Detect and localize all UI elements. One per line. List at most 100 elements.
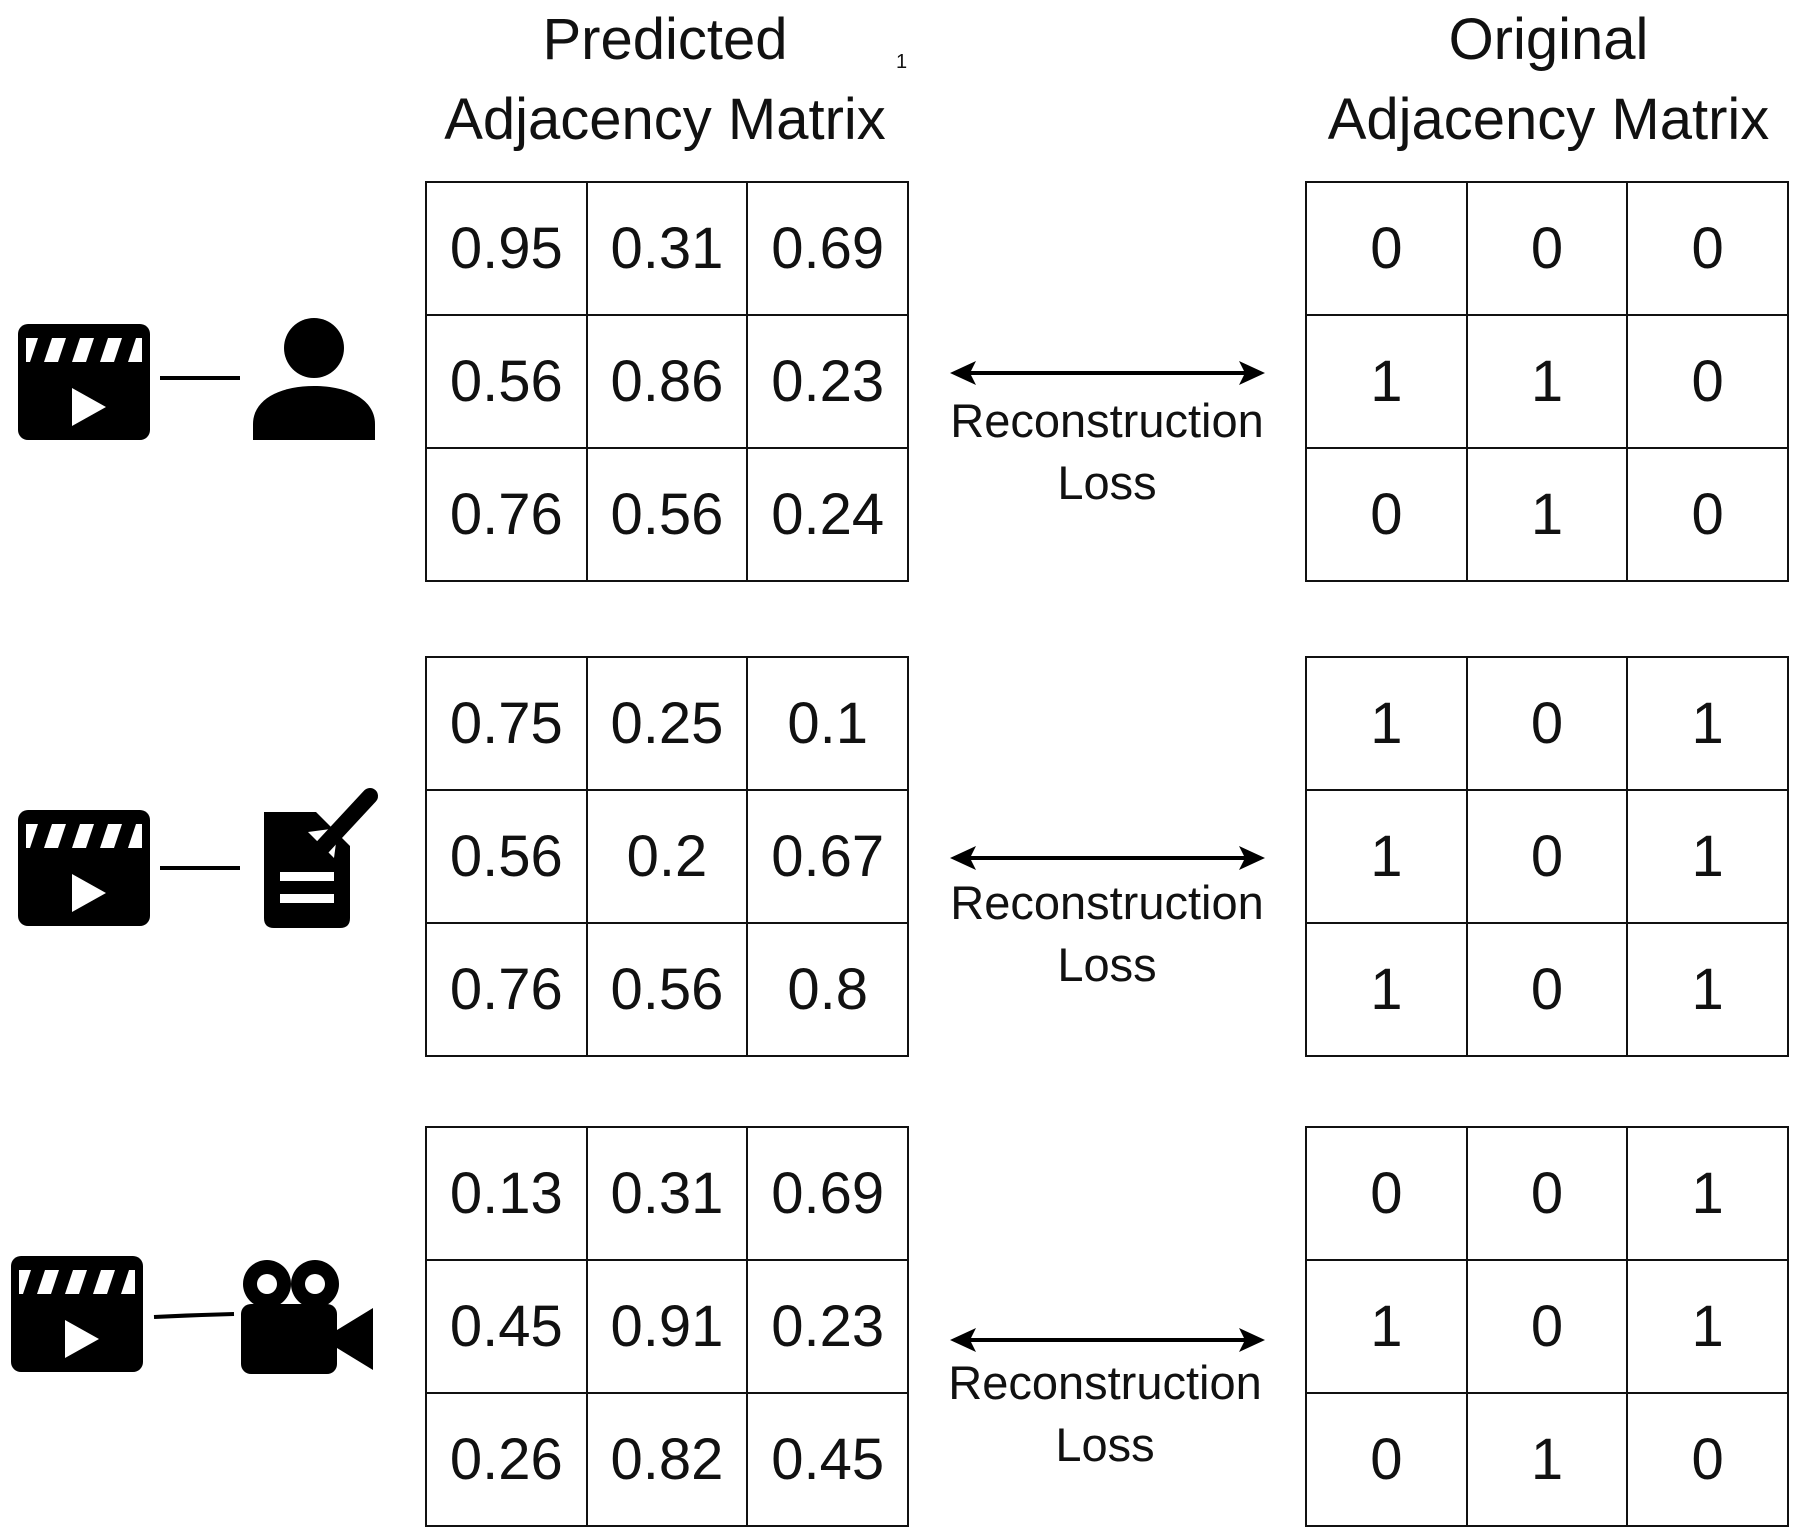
clapperboard-icon — [18, 810, 150, 926]
original-matrix: 1 0 1 1 0 1 1 0 1 — [1305, 656, 1789, 1057]
matrix-row: 0.76 0.56 0.8 — [425, 922, 909, 1057]
matrix-cell: 1 — [1465, 314, 1629, 449]
movie-camera-icon — [241, 1260, 373, 1374]
matrix-cell: 0 — [1465, 1126, 1629, 1261]
predicted-matrix: 0.13 0.31 0.69 0.45 0.91 0.23 0.26 0.82 … — [425, 1126, 909, 1527]
matrix-cell: 1 — [1626, 1126, 1789, 1261]
clapperboard-icon — [18, 324, 150, 440]
matrix-cell: 0 — [1626, 1392, 1789, 1527]
matrix-cell: 0 — [1305, 1392, 1468, 1527]
matrix-cell: 0.76 — [425, 447, 588, 582]
footnote-marker: 1 — [896, 51, 908, 73]
matrix-cell: 0.31 — [585, 181, 749, 316]
matrix-row: 0.45 0.91 0.23 — [425, 1259, 909, 1394]
loss-label-line-2: Loss — [1055, 1418, 1155, 1471]
matrix-row: 1 0 1 — [1305, 656, 1789, 791]
matrix-row: 0.95 0.31 0.69 — [425, 181, 909, 316]
clapperboard-icon — [11, 1256, 143, 1372]
matrix-cell: 0.56 — [425, 314, 588, 449]
matrix-cell: 0.67 — [746, 789, 909, 924]
loss-label-line-1: Reconstruction — [950, 394, 1264, 447]
matrix-cell: 0.45 — [746, 1392, 909, 1527]
matrix-cell: 0 — [1465, 1259, 1629, 1394]
matrix-row: 0.76 0.56 0.24 — [425, 447, 909, 582]
predicted-matrix: 0.75 0.25 0.1 0.56 0.2 0.67 0.76 0.56 0.… — [425, 656, 909, 1057]
matrix-cell: 1 — [1626, 656, 1789, 791]
matrix-cell: 0 — [1465, 789, 1629, 924]
edit-document-icon — [264, 788, 378, 928]
matrix-row: 0.26 0.82 0.45 — [425, 1392, 909, 1527]
matrix-cell: 0 — [1626, 181, 1789, 316]
matrix-row: 1 0 1 — [1305, 789, 1789, 924]
matrix-cell: 0.24 — [746, 447, 909, 582]
loss-label-line-1: Reconstruction — [948, 1356, 1262, 1409]
matrix-cell: 0.56 — [425, 789, 588, 924]
relation-dash — [160, 866, 240, 870]
matrix-row: 0 0 1 — [1305, 1126, 1789, 1261]
matrix-row: 0 1 0 — [1305, 447, 1789, 582]
matrix-cell: 0.8 — [746, 922, 909, 1057]
matrix-cell: 0 — [1626, 447, 1789, 582]
matrix-row: 0 1 0 — [1305, 1392, 1789, 1527]
matrix-cell: 0.23 — [746, 314, 909, 449]
matrix-cell: 0.69 — [746, 181, 909, 316]
matrix-cell: 1 — [1465, 1392, 1629, 1527]
matrix-cell: 0.56 — [585, 447, 749, 582]
matrix-row: 0.56 0.2 0.67 — [425, 789, 909, 924]
matrix-cell: 1 — [1626, 789, 1789, 924]
matrix-cell: 0.26 — [425, 1392, 588, 1527]
matrix-cell: 0 — [1305, 1126, 1468, 1261]
matrix-cell: 0.82 — [585, 1392, 749, 1527]
matrix-cell: 1 — [1305, 656, 1468, 791]
matrix-cell: 0 — [1626, 314, 1789, 449]
predicted-header-line-2: Adjacency Matrix — [444, 87, 886, 152]
matrix-cell: 1 — [1305, 789, 1468, 924]
matrix-row: 0 0 0 — [1305, 181, 1789, 316]
matrix-cell: 1 — [1305, 314, 1468, 449]
matrix-cell: 0 — [1465, 181, 1629, 316]
double-arrow-icon — [950, 846, 1265, 870]
relation-dash — [160, 376, 240, 380]
matrix-row: 0.75 0.25 0.1 — [425, 656, 909, 791]
reconstruction-loss-label: Reconstruction Loss — [927, 872, 1287, 996]
predicted-matrix-header: Predicted Adjacency Matrix — [405, 0, 925, 160]
original-matrix-header: Original Adjacency Matrix — [1290, 0, 1807, 160]
matrix-cell: 1 — [1626, 922, 1789, 1057]
predicted-matrix: 0.95 0.31 0.69 0.56 0.86 0.23 0.76 0.56 … — [425, 181, 909, 582]
person-icon — [253, 318, 375, 440]
matrix-cell: 0 — [1465, 922, 1629, 1057]
matrix-cell: 0.86 — [585, 314, 749, 449]
reconstruction-loss-label: Reconstruction Loss — [927, 390, 1287, 514]
predicted-header-line-1: Predicted — [542, 7, 788, 72]
relation-dash — [153, 1312, 235, 1319]
matrix-cell: 0.95 — [425, 181, 588, 316]
matrix-cell: 0 — [1305, 447, 1468, 582]
matrix-row: 1 0 1 — [1305, 1259, 1789, 1394]
matrix-cell: 0.91 — [585, 1259, 749, 1394]
matrix-cell: 0.76 — [425, 922, 588, 1057]
matrix-cell: 0.56 — [585, 922, 749, 1057]
matrix-cell: 1 — [1626, 1259, 1789, 1394]
matrix-cell: 0.13 — [425, 1126, 588, 1261]
matrix-cell: 0.25 — [585, 656, 749, 791]
matrix-row: 0.56 0.86 0.23 — [425, 314, 909, 449]
matrix-cell: 1 — [1305, 922, 1468, 1057]
double-arrow-icon — [950, 1328, 1265, 1352]
original-header-line-2: Adjacency Matrix — [1327, 87, 1770, 152]
original-matrix: 0 0 1 1 0 1 0 1 0 — [1305, 1126, 1789, 1527]
matrix-cell: 1 — [1465, 447, 1629, 582]
loss-label-line-1: Reconstruction — [950, 876, 1264, 929]
matrix-cell: 0.69 — [746, 1126, 909, 1261]
loss-label-line-2: Loss — [1057, 938, 1157, 991]
reconstruction-loss-label: Reconstruction Loss — [925, 1352, 1285, 1476]
matrix-cell: 0.1 — [746, 656, 909, 791]
matrix-cell: 0.45 — [425, 1259, 588, 1394]
matrix-row: 1 1 0 — [1305, 314, 1789, 449]
matrix-cell: 0 — [1305, 181, 1468, 316]
matrix-cell: 0.31 — [585, 1126, 749, 1261]
matrix-cell: 0 — [1465, 656, 1629, 791]
matrix-cell: 0.75 — [425, 656, 588, 791]
original-header-line-1: Original — [1448, 7, 1649, 72]
double-arrow-icon — [950, 361, 1265, 385]
matrix-cell: 0.23 — [746, 1259, 909, 1394]
